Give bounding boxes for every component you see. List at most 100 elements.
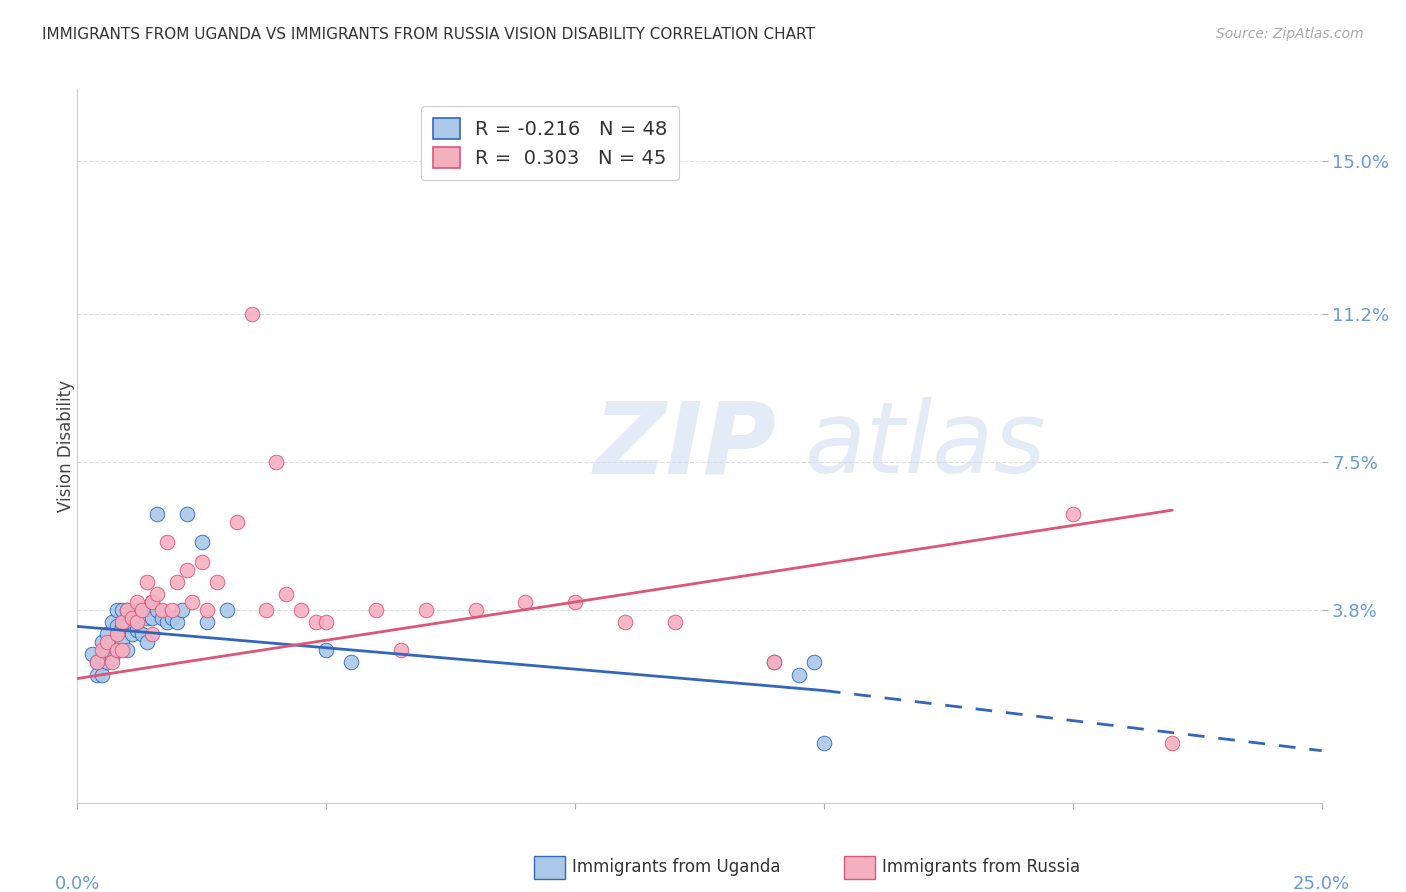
Point bbox=[160, 603, 183, 617]
Text: 25.0%: 25.0% bbox=[1294, 875, 1350, 892]
Point bbox=[125, 603, 148, 617]
Point bbox=[131, 603, 153, 617]
Point bbox=[160, 611, 183, 625]
Point bbox=[215, 603, 238, 617]
Point bbox=[564, 595, 586, 609]
Point bbox=[256, 603, 278, 617]
Point bbox=[315, 643, 337, 657]
Y-axis label: Vision Disability: Vision Disability bbox=[58, 380, 75, 512]
Point bbox=[111, 643, 134, 657]
Point bbox=[364, 603, 387, 617]
Point bbox=[195, 615, 218, 630]
Point bbox=[96, 627, 118, 641]
Point bbox=[125, 624, 148, 638]
Point bbox=[105, 643, 128, 657]
Point bbox=[136, 611, 159, 625]
Point bbox=[111, 615, 134, 630]
Point bbox=[195, 603, 218, 617]
Point bbox=[166, 615, 188, 630]
Point bbox=[315, 615, 337, 630]
Point bbox=[82, 648, 104, 662]
Point bbox=[125, 595, 148, 609]
Text: 0.0%: 0.0% bbox=[55, 875, 100, 892]
Point bbox=[96, 635, 118, 649]
Point bbox=[125, 615, 148, 630]
Point bbox=[613, 615, 636, 630]
Text: Source: ZipAtlas.com: Source: ZipAtlas.com bbox=[1216, 27, 1364, 41]
Text: Immigrants from Uganda: Immigrants from Uganda bbox=[572, 858, 780, 876]
Point bbox=[121, 611, 143, 625]
Point bbox=[180, 595, 202, 609]
Point bbox=[101, 615, 124, 630]
Point bbox=[803, 656, 825, 670]
Point bbox=[176, 507, 198, 521]
Point bbox=[105, 627, 128, 641]
Point bbox=[101, 651, 124, 665]
Point bbox=[146, 587, 169, 601]
Point bbox=[156, 535, 179, 549]
Point bbox=[105, 603, 128, 617]
Point bbox=[141, 611, 163, 625]
Text: IMMIGRANTS FROM UGANDA VS IMMIGRANTS FROM RUSSIA VISION DISABILITY CORRELATION C: IMMIGRANTS FROM UGANDA VS IMMIGRANTS FRO… bbox=[42, 27, 815, 42]
Text: atlas: atlas bbox=[806, 398, 1047, 494]
Point bbox=[205, 575, 228, 590]
Point bbox=[86, 667, 108, 681]
Point bbox=[787, 667, 810, 681]
Point bbox=[191, 555, 214, 569]
Point bbox=[290, 603, 312, 617]
Legend: R = -0.216   N = 48, R =  0.303   N = 45: R = -0.216 N = 48, R = 0.303 N = 45 bbox=[420, 106, 679, 179]
Point bbox=[1062, 507, 1084, 521]
Text: Immigrants from Russia: Immigrants from Russia bbox=[882, 858, 1080, 876]
Point bbox=[240, 307, 263, 321]
Point bbox=[813, 736, 835, 750]
Point bbox=[86, 656, 108, 670]
Point bbox=[1161, 736, 1184, 750]
Point bbox=[86, 656, 108, 670]
Point bbox=[111, 619, 134, 633]
Point bbox=[305, 615, 328, 630]
Point bbox=[96, 656, 118, 670]
Point bbox=[141, 595, 163, 609]
Point bbox=[101, 656, 124, 670]
Point bbox=[415, 603, 437, 617]
Point bbox=[131, 603, 153, 617]
Point bbox=[105, 619, 128, 633]
Point bbox=[150, 611, 173, 625]
Point bbox=[266, 455, 288, 469]
Point bbox=[91, 643, 114, 657]
Point bbox=[166, 575, 188, 590]
Point bbox=[389, 643, 412, 657]
Point bbox=[96, 643, 118, 657]
Point bbox=[141, 595, 163, 609]
Point bbox=[146, 507, 169, 521]
Point bbox=[115, 603, 138, 617]
Point bbox=[170, 603, 193, 617]
Point bbox=[91, 667, 114, 681]
Point bbox=[464, 603, 486, 617]
Point bbox=[115, 603, 138, 617]
Point bbox=[105, 643, 128, 657]
Point bbox=[111, 635, 134, 649]
Point bbox=[91, 651, 114, 665]
Point bbox=[121, 611, 143, 625]
Point bbox=[136, 635, 159, 649]
Point bbox=[121, 627, 143, 641]
Point bbox=[91, 635, 114, 649]
Point bbox=[101, 635, 124, 649]
Point bbox=[146, 603, 169, 617]
Point bbox=[515, 595, 537, 609]
Point bbox=[225, 515, 247, 529]
Point bbox=[156, 615, 179, 630]
Point bbox=[131, 627, 153, 641]
Point bbox=[141, 627, 163, 641]
Point bbox=[664, 615, 686, 630]
Point bbox=[111, 603, 134, 617]
Point bbox=[115, 643, 138, 657]
Point bbox=[276, 587, 298, 601]
Point bbox=[763, 656, 786, 670]
Text: ZIP: ZIP bbox=[593, 398, 776, 494]
Point bbox=[176, 563, 198, 577]
Point bbox=[136, 575, 159, 590]
Point bbox=[115, 619, 138, 633]
Point bbox=[150, 603, 173, 617]
